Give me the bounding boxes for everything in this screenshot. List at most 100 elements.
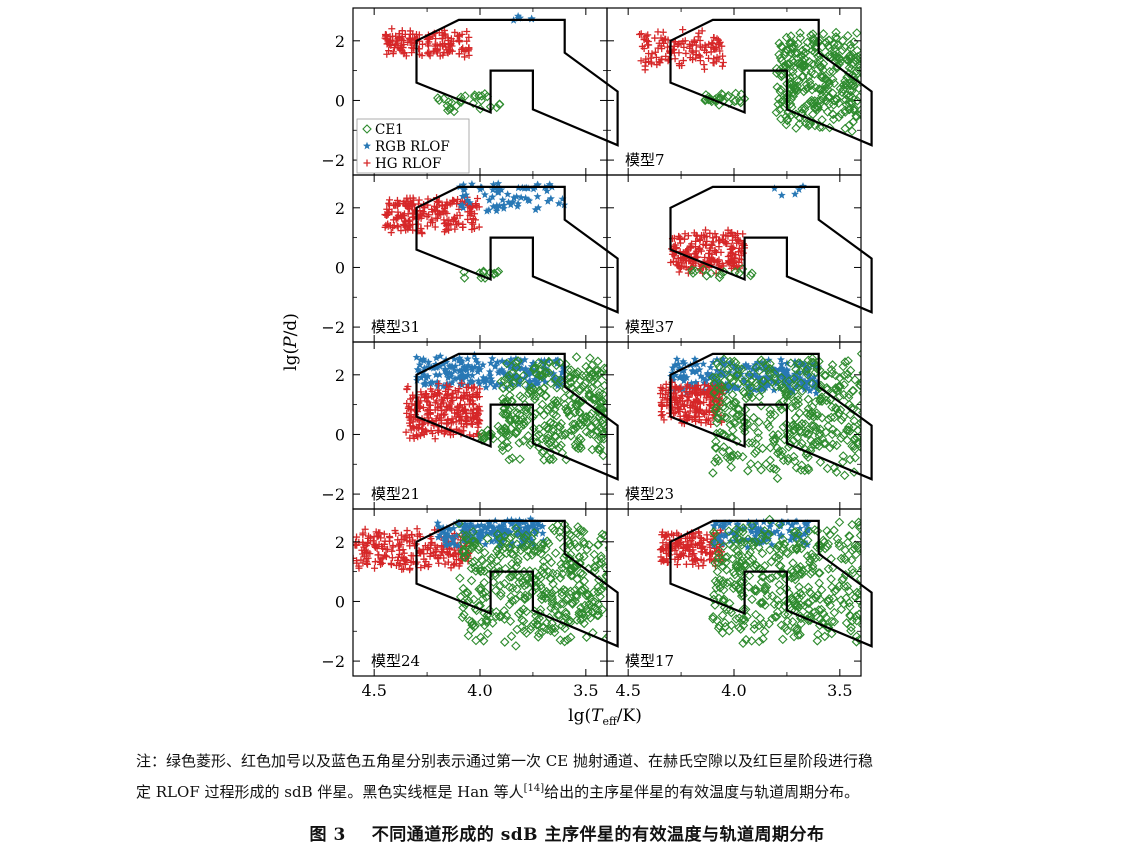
data-point (705, 401, 713, 409)
data-point (436, 530, 444, 539)
data-point (387, 229, 395, 237)
data-point (730, 569, 740, 580)
data-point (510, 364, 519, 372)
data-point (716, 89, 727, 99)
data-point (827, 74, 838, 85)
data-point (860, 385, 861, 388)
data-point (727, 389, 738, 400)
data-point (386, 33, 394, 41)
data-point (403, 222, 411, 230)
data-point (863, 578, 871, 586)
data-point (489, 202, 498, 210)
data-point (415, 360, 424, 369)
data-point (847, 564, 857, 575)
data-point (735, 624, 746, 634)
data-point (595, 442, 606, 453)
data-point (794, 408, 805, 418)
data-point (433, 93, 443, 103)
data-point (474, 363, 483, 372)
data-point (421, 379, 430, 387)
data-point (400, 549, 408, 557)
data-point (844, 98, 854, 109)
data-point (587, 360, 597, 371)
data-point (422, 558, 430, 566)
data-point (715, 269, 726, 280)
data-point (706, 401, 714, 409)
data-point (784, 378, 793, 387)
data-point (496, 540, 504, 548)
data-point (441, 40, 449, 48)
data-point (798, 71, 808, 81)
data-point (738, 638, 748, 649)
data-point (652, 53, 660, 61)
data-point (383, 50, 391, 58)
data-point (481, 540, 490, 548)
data-point (406, 413, 414, 421)
data-point (815, 50, 826, 61)
data-point (737, 451, 748, 462)
data-point (688, 47, 696, 55)
data-point (716, 521, 725, 530)
data-point (459, 180, 468, 189)
data-point (846, 555, 857, 565)
data-point (418, 230, 426, 238)
data-point (599, 380, 607, 391)
data-point (578, 569, 588, 579)
data-point (397, 36, 405, 44)
data-point (474, 406, 482, 414)
data-point (585, 593, 596, 603)
data-point (845, 50, 856, 60)
data-point (480, 89, 490, 99)
data-point (592, 426, 603, 437)
data-point (574, 407, 585, 417)
data-point (494, 99, 505, 110)
data-point (795, 185, 803, 193)
data-point (731, 257, 739, 265)
data-point (543, 438, 554, 449)
data-point (417, 388, 425, 396)
data-point (810, 607, 820, 617)
data-point (394, 556, 402, 564)
data-point (673, 261, 681, 269)
data-point (843, 422, 854, 432)
data-point (826, 574, 836, 584)
data-point (807, 561, 818, 571)
data-point (730, 397, 741, 408)
data-point (492, 380, 501, 389)
data-point (499, 204, 508, 212)
data-point (543, 429, 554, 440)
data-point (504, 360, 513, 369)
data-point (686, 384, 694, 392)
data-point (800, 428, 810, 438)
panel-label: 模型24 (371, 652, 420, 670)
data-point (574, 607, 585, 618)
data-point (495, 202, 504, 210)
data-point (554, 421, 564, 431)
data-point (682, 534, 690, 542)
data-point (512, 539, 522, 549)
data-point (764, 422, 774, 432)
data-point (735, 258, 743, 266)
data-point (756, 465, 766, 475)
data-point (353, 559, 361, 567)
data-point (753, 542, 764, 553)
data-point (399, 221, 407, 229)
data-point (744, 556, 755, 566)
data-point (504, 527, 513, 536)
data-point (518, 616, 529, 626)
data-point (680, 43, 688, 51)
data-point (451, 225, 459, 233)
data-point (744, 362, 753, 370)
data-point (708, 241, 716, 249)
data-point (838, 451, 849, 461)
data-point (430, 390, 438, 398)
data-point (492, 536, 501, 545)
data-point (826, 412, 837, 423)
data-point (410, 434, 418, 442)
data-point (425, 48, 433, 56)
data-point (781, 390, 792, 401)
data-point (445, 402, 453, 410)
data-point (512, 557, 523, 567)
data-point (465, 523, 474, 531)
data-point (728, 236, 736, 244)
